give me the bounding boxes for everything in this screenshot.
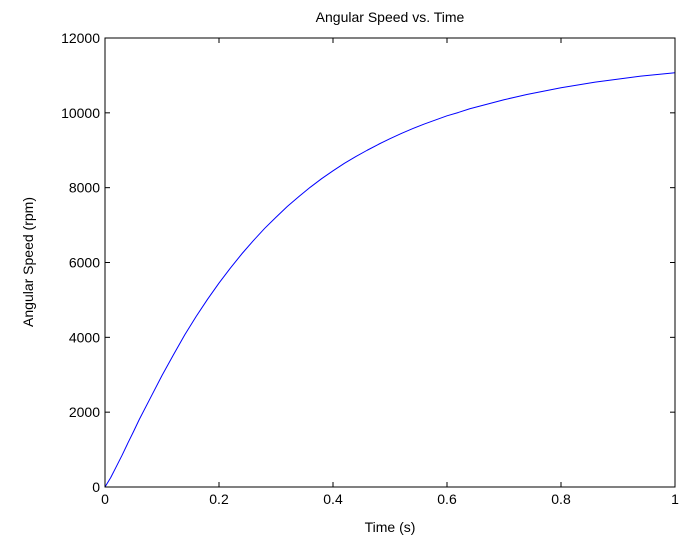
x-tick-label: 0: [101, 491, 109, 507]
axes-background: [105, 38, 675, 487]
x-axis-label: Time (s): [365, 519, 416, 535]
y-tick-label: 12000: [61, 30, 100, 46]
y-tick-label: 4000: [69, 329, 100, 345]
x-tick-label: 0.8: [551, 491, 571, 507]
y-tick-label: 10000: [61, 105, 100, 121]
x-tick-label: 1: [671, 491, 679, 507]
x-tick-label: 0.6: [437, 491, 457, 507]
x-tick-label: 0.4: [323, 491, 343, 507]
x-tick-label: 0.2: [209, 491, 229, 507]
chart-title: Angular Speed vs. Time: [316, 9, 465, 25]
y-tick-label: 2000: [69, 404, 100, 420]
y-tick-label: 8000: [69, 180, 100, 196]
y-tick-label: 6000: [69, 255, 100, 271]
y-axis-label: Angular Speed (rpm): [20, 197, 36, 327]
y-tick-label: 0: [92, 479, 100, 495]
